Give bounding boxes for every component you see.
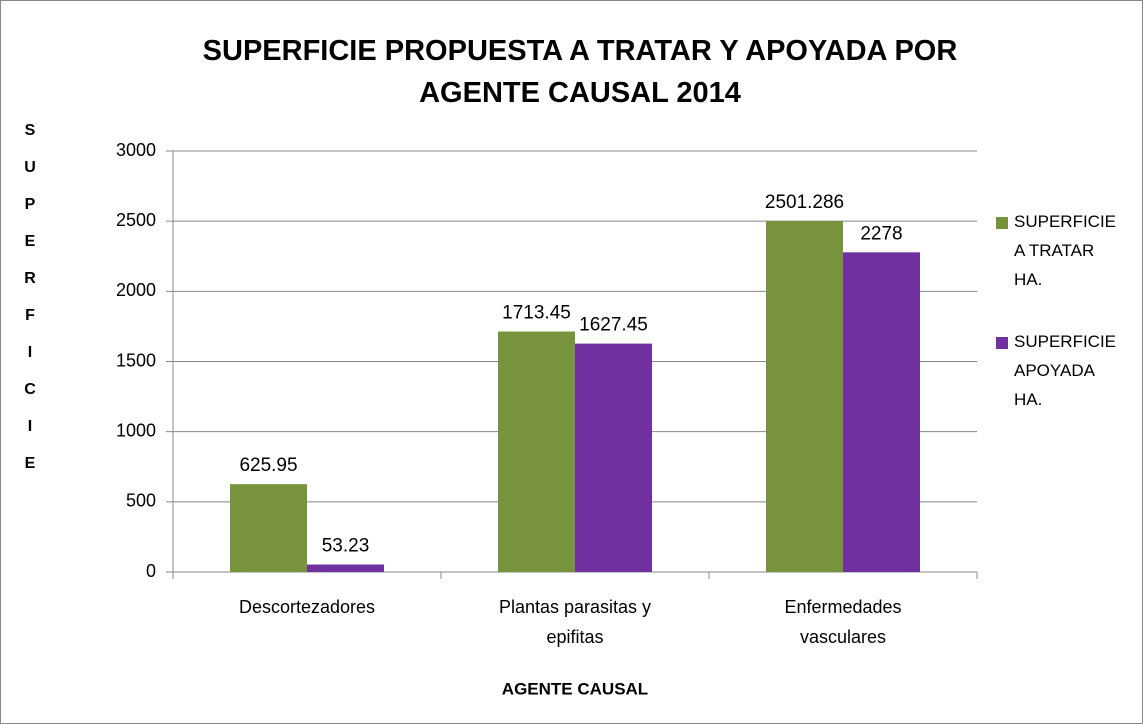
chart-title: SUPERFICIE PROPUESTA A TRATAR Y APOYADA … — [202, 35, 958, 109]
bar — [307, 564, 384, 572]
data-label: 1713.45 — [502, 303, 571, 324]
y-tick-label: 0 — [146, 561, 156, 581]
title-box: SUPERFICIE PROPUESTA A TRATAR Y APOYADA … — [202, 35, 958, 109]
y-tick-label: 1000 — [116, 420, 156, 440]
data-label: 2501.286 — [765, 192, 844, 213]
bar — [230, 484, 307, 572]
x-tick-label-box: Descortezadores — [238, 597, 376, 617]
x-tick-label-box: Enfermedades vasculares — [784, 597, 902, 647]
data-label: 2278 — [860, 223, 902, 244]
x-tick-label: Descortezadores — [238, 597, 376, 617]
bar — [766, 220, 843, 572]
y-tick-label: 2500 — [116, 210, 156, 230]
data-label: 1627.45 — [579, 315, 648, 336]
y-axis-title: SUPERFICIE — [24, 122, 36, 472]
y-tick-label: 2000 — [116, 280, 156, 300]
data-label: 53.23 — [322, 536, 370, 557]
legend-label-box: SUPERFICIE APOYADA HA. — [1014, 332, 1117, 409]
y-tick-label: 1500 — [116, 350, 156, 370]
x-tick-label: Plantas parasitas y epifitas — [498, 597, 652, 647]
y-tick-label: 3000 — [116, 140, 156, 160]
y-label-box: SUPERFICIE — [24, 122, 36, 472]
legend-label: SUPERFICIE APOYADA HA. — [1014, 332, 1117, 409]
x-tick-label-box: Plantas parasitas y epifitas — [498, 597, 652, 647]
bar — [498, 331, 575, 572]
y-tick-label: 500 — [126, 491, 156, 511]
x-tick-label: Enfermedades vasculares — [784, 597, 902, 647]
legend-label-box: SUPERFICIE A TRATAR HA. — [1014, 212, 1117, 289]
bar — [575, 343, 652, 572]
legend-label: SUPERFICIE A TRATAR HA. — [1014, 212, 1117, 289]
bar — [843, 252, 920, 572]
legend-swatch — [996, 217, 1008, 229]
data-label: 625.95 — [239, 455, 297, 476]
x-axis-title: AGENTE CAUSAL — [502, 679, 648, 698]
legend-swatch — [996, 337, 1008, 349]
